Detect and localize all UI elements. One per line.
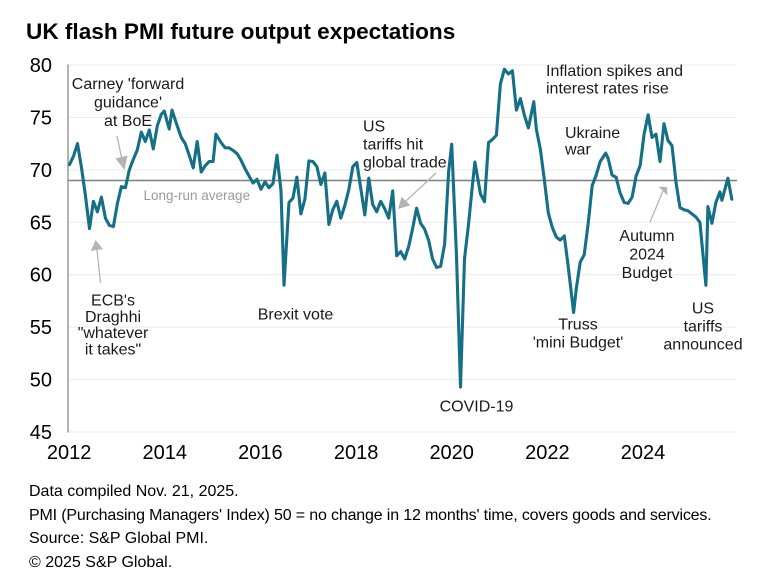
- svg-text:2016: 2016: [238, 442, 283, 464]
- svg-text:Ukraine: Ukraine: [565, 125, 620, 142]
- svg-text:2020: 2020: [429, 442, 474, 464]
- svg-text:'mini Budget': 'mini Budget': [533, 335, 624, 352]
- svg-text:"whatever: "whatever: [78, 325, 149, 342]
- svg-text:Carney 'forward: Carney 'forward: [72, 76, 184, 93]
- svg-text:ECB's: ECB's: [91, 293, 135, 310]
- svg-text:2022: 2022: [525, 442, 570, 464]
- svg-text:Autumn: Autumn: [619, 228, 674, 245]
- svg-text:2012: 2012: [47, 442, 92, 464]
- svg-text:tariffs: tariffs: [684, 319, 723, 336]
- svg-text:50: 50: [30, 370, 52, 392]
- svg-text:it takes": it takes": [85, 341, 141, 358]
- svg-text:Inflation spikes and: Inflation spikes and: [546, 63, 683, 80]
- svg-text:interest rates rise: interest rates rise: [546, 81, 669, 98]
- svg-text:Budget: Budget: [622, 265, 673, 282]
- svg-text:65: 65: [30, 212, 52, 234]
- svg-text:COVID-19: COVID-19: [440, 399, 514, 416]
- svg-text:45: 45: [30, 422, 52, 444]
- svg-text:Truss: Truss: [558, 316, 597, 333]
- svg-text:guidance': guidance': [94, 95, 162, 112]
- svg-text:US: US: [692, 301, 714, 318]
- svg-text:announced: announced: [663, 337, 742, 354]
- svg-text:Brexit vote: Brexit vote: [258, 307, 334, 324]
- svg-text:Draghhi: Draghhi: [85, 309, 141, 326]
- svg-text:70: 70: [30, 160, 52, 182]
- svg-text:2014: 2014: [143, 442, 188, 464]
- svg-text:US: US: [363, 119, 385, 136]
- svg-text:at BoE: at BoE: [104, 113, 152, 130]
- svg-text:war: war: [564, 142, 591, 159]
- svg-text:75: 75: [30, 107, 52, 129]
- svg-text:2018: 2018: [334, 442, 379, 464]
- svg-text:55: 55: [30, 317, 52, 339]
- svg-text:2024: 2024: [621, 442, 666, 464]
- svg-text:2024: 2024: [629, 247, 665, 264]
- svg-text:80: 80: [30, 55, 52, 77]
- svg-text:60: 60: [30, 265, 52, 287]
- svg-text:Long-run average: Long-run average: [144, 188, 251, 203]
- svg-text:global trade: global trade: [363, 155, 447, 172]
- svg-text:tariffs hit: tariffs hit: [363, 137, 424, 154]
